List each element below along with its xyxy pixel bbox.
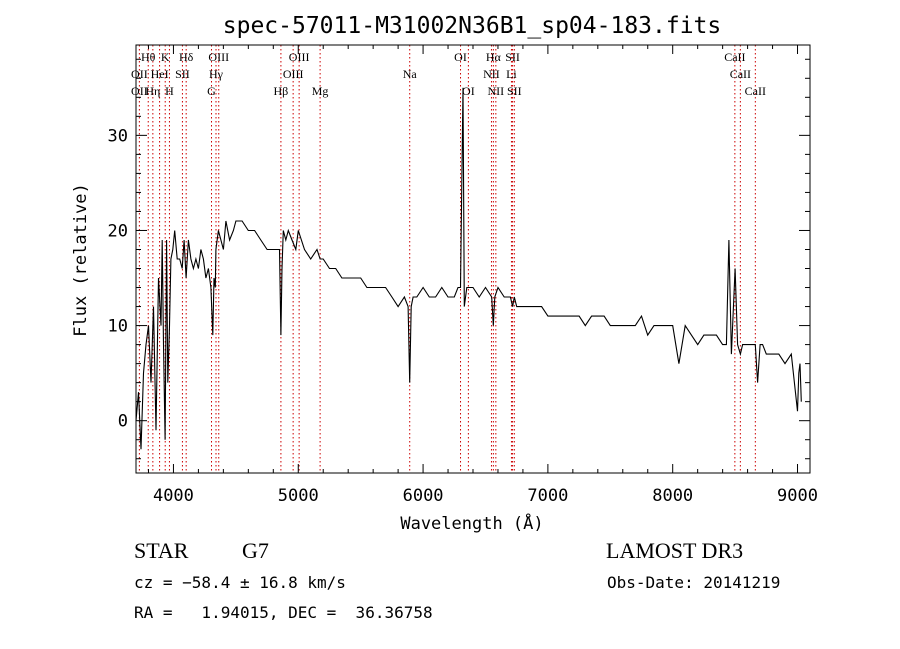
object-class: STAR bbox=[134, 538, 189, 563]
object-subclass: G7 bbox=[242, 538, 269, 563]
spectral-line-label: SII bbox=[507, 84, 522, 98]
spectral-line-label: OII bbox=[131, 84, 148, 98]
x-tick-label: 7000 bbox=[527, 486, 568, 506]
spectral-line-label: Hθ bbox=[141, 50, 156, 64]
spectral-line-label: H bbox=[165, 84, 174, 98]
spectral-line-label: K bbox=[161, 50, 170, 64]
spectral-line-label: OIII bbox=[208, 50, 229, 64]
spectral-line-label: Li bbox=[506, 67, 517, 81]
y-tick-label: 10 bbox=[108, 317, 128, 337]
spectral-line-label: OII bbox=[131, 67, 148, 81]
spectral-line-label: Hβ bbox=[274, 84, 289, 98]
x-axis-label: Wavelength (Å) bbox=[400, 512, 543, 534]
spectral-line-label: Hη bbox=[145, 84, 160, 98]
y-axis-label: Flux (relative) bbox=[71, 183, 91, 337]
spectrum-line bbox=[135, 87, 802, 450]
spectral-line-label: OIII bbox=[283, 67, 304, 81]
spectral-line-label: Hδ bbox=[179, 50, 194, 64]
observation-date: Obs-Date: 20141219 bbox=[607, 573, 781, 592]
axes: 4000 5000 6000 7000 8000 9000 0 10 20 30 bbox=[108, 45, 818, 506]
spectral-line-label: NII bbox=[483, 67, 500, 81]
spectral-line-label: CaII bbox=[745, 84, 766, 98]
y-tick-label: 30 bbox=[108, 126, 128, 146]
spectral-line-label: OIII bbox=[289, 50, 310, 64]
spectral-line-label: Hγ bbox=[209, 67, 224, 81]
spectral-line-label: Mg bbox=[312, 84, 329, 98]
y-tick-label: 0 bbox=[118, 412, 128, 432]
spectral-line-label: CaII bbox=[730, 67, 751, 81]
x-tick-label: 9000 bbox=[777, 486, 818, 506]
x-tick-label: 4000 bbox=[153, 486, 194, 506]
plot-frame bbox=[135, 44, 811, 474]
x-tick-label: 5000 bbox=[278, 486, 319, 506]
x-tick-label: 6000 bbox=[403, 486, 444, 506]
spectral-line-label: OI bbox=[462, 84, 475, 98]
spectral-line-label: SII bbox=[505, 50, 520, 64]
spectral-line-label: G bbox=[207, 84, 216, 98]
spectral-line-label: CaII bbox=[724, 50, 745, 64]
emission-line-markers bbox=[138, 45, 756, 473]
coordinates: RA = 1.94015, DEC = 36.36758 bbox=[134, 603, 433, 622]
spectral-line-label: HeI bbox=[151, 67, 169, 81]
spectral-line-label: SII bbox=[175, 67, 190, 81]
spectral-line-label: Na bbox=[403, 67, 418, 81]
x-tick-label: 8000 bbox=[652, 486, 693, 506]
spectral-line-label: NII bbox=[488, 84, 505, 98]
survey-name: LAMOST DR3 bbox=[606, 538, 744, 563]
spectral-line-label: Hα bbox=[486, 50, 502, 64]
y-tick-label: 20 bbox=[108, 221, 128, 241]
redshift-info: cz = −58.4 ± 16.8 km/s bbox=[134, 573, 346, 592]
spectral-line-label: OI bbox=[454, 50, 467, 64]
chart-title: spec-57011-M31002N36B1_sp04-183.fits bbox=[223, 13, 722, 39]
